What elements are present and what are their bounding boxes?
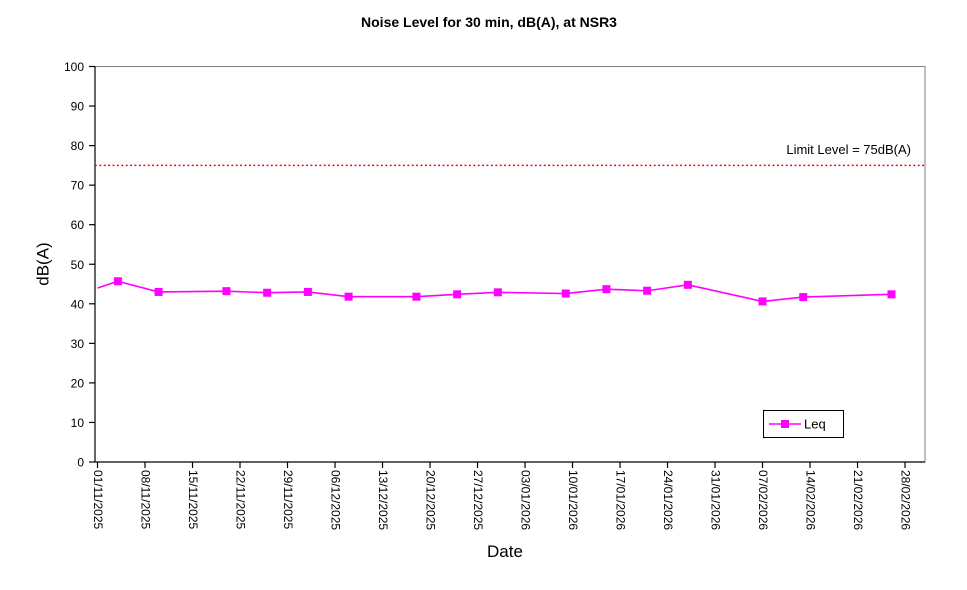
x-tick-label: 21/02/2026 bbox=[851, 470, 865, 530]
x-tick-label: 22/11/2025 bbox=[234, 470, 248, 529]
x-axis-title: Date bbox=[487, 542, 523, 561]
x-tick-label: 24/01/2026 bbox=[661, 470, 675, 530]
x-tick-label: 29/11/2025 bbox=[281, 470, 295, 529]
x-tick-label: 06/12/2025 bbox=[329, 470, 343, 530]
x-tick-label: 01/11/2025 bbox=[91, 470, 105, 529]
y-tick-label: 30 bbox=[71, 337, 85, 351]
leq-point-marker bbox=[222, 287, 231, 296]
y-tick-label: 0 bbox=[77, 456, 84, 470]
y-axis-title: dB(A) bbox=[34, 242, 53, 285]
leq-point-marker bbox=[561, 289, 570, 298]
x-tick-label: 28/02/2026 bbox=[899, 470, 913, 530]
x-tick-label: 10/01/2026 bbox=[566, 470, 580, 530]
y-tick-label: 20 bbox=[71, 376, 85, 390]
chart-title: Noise Level for 30 min, dB(A), at NSR3 bbox=[361, 14, 617, 30]
x-tick-label: 13/12/2025 bbox=[376, 470, 390, 530]
axes: 0 10 20 30 40 50 60 70 80 90 100 01/11/2025 08/11/20… bbox=[64, 60, 926, 530]
x-tick-label: 15/11/2025 bbox=[186, 470, 200, 529]
y-tick-label: 60 bbox=[71, 218, 85, 232]
x-tick-label: 27/12/2025 bbox=[471, 470, 485, 530]
x-tick-label: 07/02/2026 bbox=[756, 470, 770, 530]
leq-point-marker bbox=[683, 280, 692, 289]
legend-square-marker-icon bbox=[781, 420, 789, 428]
legend-series-label: Leq bbox=[804, 417, 826, 432]
leq-point-marker bbox=[887, 290, 896, 299]
leq-point-marker bbox=[263, 288, 272, 297]
leq-point-marker bbox=[453, 290, 462, 299]
leq-point-marker bbox=[412, 292, 421, 301]
leq-point-marker bbox=[602, 285, 611, 294]
y-tick-label: 40 bbox=[71, 297, 85, 311]
leq-point-marker bbox=[344, 292, 353, 301]
x-tick-label: 20/12/2025 bbox=[424, 470, 438, 530]
plot-border bbox=[94, 66, 926, 463]
leq-point-marker bbox=[758, 297, 767, 306]
y-tick-label: 80 bbox=[71, 139, 85, 153]
legend: Leq bbox=[763, 410, 844, 438]
y-tick-label: 10 bbox=[71, 416, 85, 430]
x-tick-label: 14/02/2026 bbox=[804, 470, 818, 530]
leq-point-marker bbox=[643, 286, 652, 295]
leq-point-marker bbox=[113, 277, 122, 286]
leq-point-marker bbox=[154, 287, 163, 296]
x-tick-label: 08/11/2025 bbox=[139, 470, 153, 529]
leq-point-marker bbox=[493, 288, 502, 297]
leq-series bbox=[95, 164, 925, 306]
legend-box bbox=[763, 410, 844, 438]
y-tick-label: 70 bbox=[71, 179, 85, 193]
leq-point-marker bbox=[303, 287, 312, 296]
x-tick-label: 31/01/2026 bbox=[709, 470, 723, 530]
x-tick-label: 17/01/2026 bbox=[614, 470, 628, 530]
limit-line-label: Limit Level = 75dB(A) bbox=[786, 142, 911, 157]
y-tick-label: 90 bbox=[71, 100, 85, 114]
x-tick-label: 03/01/2026 bbox=[519, 470, 533, 530]
y-tick-label: 100 bbox=[64, 60, 84, 74]
leq-point-marker bbox=[799, 293, 808, 302]
y-tick-label: 50 bbox=[71, 258, 85, 272]
